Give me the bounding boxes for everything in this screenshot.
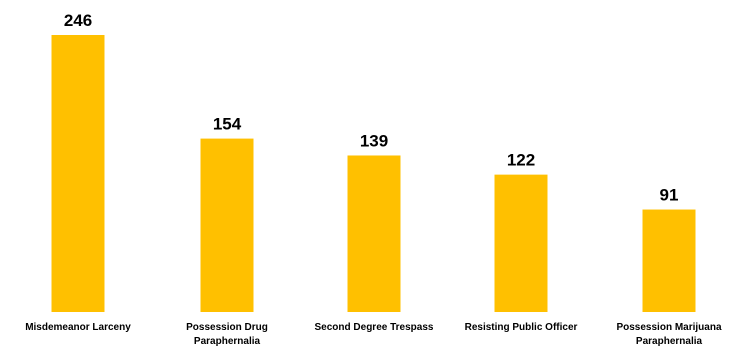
bar-2 — [200, 138, 254, 312]
category-label-3: Second Degree Trespass — [315, 322, 434, 333]
data-label-3: 139 — [360, 131, 388, 150]
bar-5 — [642, 209, 696, 312]
category-label-2-line-2: Paraphernalia — [194, 336, 261, 347]
bar-3 — [347, 155, 401, 312]
category-label-1: Misdemeanor Larceny — [25, 322, 131, 333]
category-label-3-line-1: Second Degree Trespass — [315, 322, 434, 333]
data-label-1: 246 — [64, 11, 92, 30]
category-label-2: Possession Drug Paraphernalia — [186, 322, 268, 347]
category-label-1-line-1: Misdemeanor Larceny — [25, 322, 131, 333]
bar-1 — [51, 35, 105, 312]
category-label-2-line-1: Possession Drug — [186, 322, 268, 333]
bar-4 — [494, 174, 548, 312]
data-label-4: 122 — [507, 151, 535, 170]
data-label-5: 91 — [660, 186, 679, 205]
category-label-5-line-2: Paraphernalia — [636, 336, 703, 347]
data-label-2: 154 — [213, 115, 242, 134]
category-label-5: Possession Marijuana Paraphernalia — [616, 322, 721, 347]
category-label-5-line-1: Possession Marijuana — [616, 322, 721, 333]
category-label-4: Resisting Public Officer — [465, 322, 578, 333]
category-label-4-line-1: Resisting Public Officer — [465, 322, 578, 333]
